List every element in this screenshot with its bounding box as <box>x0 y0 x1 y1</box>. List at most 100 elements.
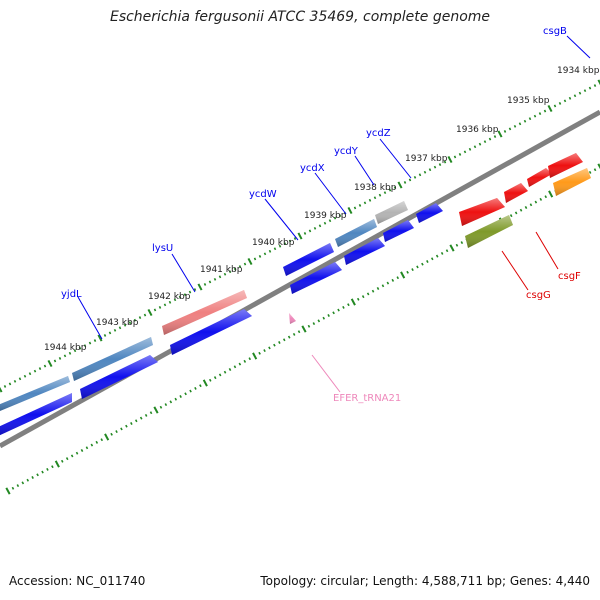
minor-tick <box>381 284 385 288</box>
major-tick <box>548 190 554 198</box>
minor-tick <box>353 206 357 210</box>
minor-tick <box>428 168 432 172</box>
minor-tick <box>519 208 523 212</box>
kbp-label-1941: 1941 kbp <box>200 265 243 275</box>
minor-tick <box>558 101 562 105</box>
minor-tick <box>529 203 533 207</box>
minor-tick <box>483 140 487 144</box>
minor-tick <box>173 298 177 302</box>
minor-tick <box>312 322 316 326</box>
minor-tick <box>238 265 242 269</box>
minor-tick <box>183 293 187 297</box>
minor-tick <box>83 344 87 348</box>
minor-tick <box>478 142 482 146</box>
major-tick <box>97 334 103 342</box>
minor-tick <box>228 368 232 371</box>
minor-tick <box>169 400 173 404</box>
minor-tick <box>539 197 543 201</box>
minor-tick <box>543 109 547 113</box>
leader-ycdW <box>264 198 299 241</box>
minor-tick <box>75 451 79 455</box>
minor-tick <box>524 206 528 209</box>
minor-tick <box>588 170 592 174</box>
minor-tick <box>218 373 222 377</box>
leader-yjdL <box>77 296 103 340</box>
gene-label-csgF[interactable]: csgF <box>558 271 581 282</box>
minor-tick <box>578 91 582 95</box>
minor-tick <box>416 265 419 269</box>
minor-tick <box>8 382 12 386</box>
minor-tick <box>85 446 89 450</box>
outer-tick-track <box>0 79 600 393</box>
minor-tick <box>58 356 62 360</box>
minor-tick <box>568 96 572 100</box>
minor-tick <box>51 465 54 469</box>
minor-tick <box>463 150 467 154</box>
gene-label-ycdX[interactable]: ycdX <box>300 163 325 174</box>
major-tick <box>397 181 403 189</box>
cds-lysU-shade <box>162 290 247 335</box>
gene-label-lysU[interactable]: lysU <box>152 243 173 254</box>
minor-tick <box>303 232 307 235</box>
minor-tick <box>406 270 409 274</box>
accession-text: Accession: NC_011740 <box>9 574 146 588</box>
minor-tick <box>110 432 113 436</box>
major-tick <box>547 104 553 113</box>
gene-label-ycdZ[interactable]: ycdZ <box>366 128 391 139</box>
minor-tick <box>103 334 107 337</box>
minor-tick <box>445 249 449 253</box>
leader-lysU <box>171 253 196 293</box>
minor-tick <box>373 196 377 200</box>
minor-tick <box>41 470 44 474</box>
minor-tick <box>338 214 342 218</box>
topology-text: Topology: circular; Length: 4,588,711 bp… <box>260 574 590 588</box>
minor-tick <box>203 283 207 286</box>
minor-tick <box>356 297 360 301</box>
minor-tick <box>308 229 312 233</box>
kbp-label-1936: 1936 kbp <box>456 125 499 135</box>
minor-tick <box>438 163 442 167</box>
leader-ycdY <box>354 155 375 186</box>
gene-label-yjdL[interactable]: yjdL <box>61 289 82 300</box>
minor-tick <box>123 323 127 327</box>
minor-tick <box>423 170 427 174</box>
minor-tick <box>408 178 412 182</box>
minor-tick <box>396 276 400 280</box>
cds-ycdW-shade <box>283 243 334 276</box>
kbp-label-1942: 1942 kbp <box>148 292 191 302</box>
minor-tick <box>60 459 64 463</box>
minor-tick <box>65 457 69 461</box>
major-tick <box>449 244 455 252</box>
gene-label-csgG[interactable]: csgG <box>526 290 551 301</box>
minor-tick <box>514 211 518 215</box>
minor-tick <box>318 224 322 228</box>
gene-label-trna[interactable]: EFER_tRNA21 <box>333 393 401 404</box>
minor-tick <box>238 362 242 366</box>
minor-tick <box>337 308 340 312</box>
minor-tick <box>118 326 122 330</box>
major-tick <box>5 487 11 495</box>
minor-tick <box>21 481 25 485</box>
minor-tick <box>411 268 414 272</box>
minor-tick <box>288 239 292 243</box>
minor-tick <box>418 173 422 177</box>
minor-tick <box>287 335 291 339</box>
gene-label-ycdW[interactable]: ycdW <box>249 189 277 200</box>
minor-tick <box>426 260 429 263</box>
minor-tick <box>361 295 365 299</box>
minor-tick <box>233 267 237 271</box>
major-tick <box>347 206 353 215</box>
minor-tick <box>43 364 47 368</box>
minor-tick <box>473 145 477 149</box>
minor-tick <box>46 467 49 471</box>
gene-label-csgB[interactable]: csgB <box>543 26 567 37</box>
minor-tick <box>73 349 77 353</box>
major-tick <box>252 352 258 360</box>
genome-title: Escherichia fergusonii ATCC 35469, compl… <box>109 9 491 25</box>
major-tick <box>202 379 208 387</box>
minor-tick <box>333 216 337 220</box>
minor-tick <box>133 318 137 322</box>
kbp-label-1943: 1943 kbp <box>96 318 139 328</box>
minor-tick <box>23 374 27 378</box>
gene-label-ycdY[interactable]: ycdY <box>334 146 359 157</box>
